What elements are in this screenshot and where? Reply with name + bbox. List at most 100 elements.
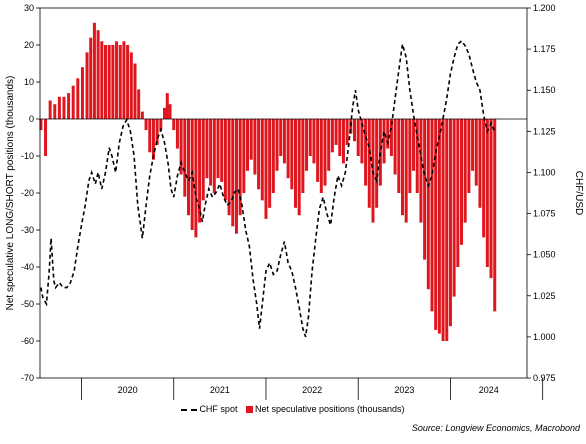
bar-net-position-24 (137, 89, 141, 119)
bar-net-position-111 (456, 119, 460, 267)
legend-swatch-red-bar (245, 406, 253, 414)
bar-net-position-27 (148, 119, 152, 153)
bar-net-position-72 (312, 119, 316, 164)
line-chf-spot (40, 39, 496, 338)
bar-net-position-34 (172, 119, 176, 131)
bar-net-position-4 (57, 96, 61, 119)
bar-net-position-46 (216, 119, 220, 179)
bar-net-position-53 (242, 119, 246, 193)
bar-net-position-120 (489, 119, 493, 279)
bar-net-position-5 (62, 96, 66, 119)
bar-net-position-47 (220, 119, 224, 182)
right-axis-tick-label-2: 1.150 (533, 85, 556, 95)
left-axis-tick-label-4: -10 (21, 151, 34, 161)
bar-net-position-21 (126, 45, 130, 119)
left-axis-tick-label-0: 30 (24, 3, 34, 13)
right-axis-tick-label-8: 1.000 (533, 332, 556, 342)
bar-net-position-58 (260, 119, 264, 201)
left-axis-tick-label-8: -50 (21, 299, 34, 309)
bar-net-position-101 (419, 119, 423, 223)
bar-net-position-80 (341, 119, 345, 164)
legend-item-chf-spot: CHF spot (181, 404, 237, 414)
legend-swatch-dashed-line (181, 408, 198, 411)
source-note: Source: Longview Economics, Macrobond (411, 423, 580, 433)
bar-net-position-37 (183, 119, 187, 197)
bar-net-position-14 (100, 41, 104, 119)
bar-net-position-90 (378, 119, 382, 186)
bar-net-position-17 (111, 45, 115, 119)
bar-net-position-44 (209, 119, 213, 186)
legend-label-net-positions: Net speculative positions (thousands) (254, 404, 405, 414)
right-axis-title: CHF/USD (573, 171, 584, 215)
bar-net-position-68 (297, 119, 301, 216)
bar-net-position-33 (168, 104, 172, 119)
bar-net-position-59 (264, 119, 268, 219)
bar-net-position-50 (231, 119, 235, 227)
left-axis-tick-label-9: -60 (21, 336, 34, 346)
bar-net-position-115 (471, 119, 475, 171)
legend-item-net-positions: Net speculative positions (thousands) (245, 404, 405, 414)
bar-net-position-51 (234, 119, 238, 234)
bar-net-position-61 (271, 119, 275, 193)
bar-net-position-118 (482, 119, 486, 238)
bar-net-position-89 (375, 119, 379, 208)
bar-net-position-77 (330, 119, 334, 153)
bar-net-position-56 (253, 119, 257, 175)
bar-net-position-83 (353, 119, 357, 142)
bar-net-position-2 (48, 100, 52, 119)
bar-net-position-100 (415, 119, 419, 193)
right-axis-tick-label-3: 1.125 (533, 126, 556, 136)
bar-net-position-81 (345, 119, 349, 145)
bar-net-position-29 (155, 119, 159, 145)
bar-net-position-9 (80, 67, 84, 119)
bar-net-position-71 (308, 119, 312, 156)
bar-net-position-64 (282, 119, 286, 164)
bar-net-position-103 (426, 119, 430, 290)
bar-net-position-35 (175, 119, 179, 149)
bar-net-position-6 (67, 93, 71, 119)
legend-label-chf-spot: CHF spot (199, 404, 238, 414)
bar-net-position-114 (467, 119, 471, 193)
bar-net-position-94 (393, 119, 397, 175)
left-axis-tick-label-5: -20 (21, 188, 34, 198)
bar-net-position-8 (76, 78, 80, 119)
bar-net-position-88 (371, 119, 375, 223)
bar-net-position-117 (478, 119, 482, 208)
right-axis-tick-label-4: 1.100 (533, 167, 556, 177)
bar-net-position-45 (212, 119, 216, 193)
bar-net-position-26 (144, 119, 148, 131)
left-axis-title: Net speculative LONG/SHORT positions (th… (5, 76, 16, 311)
bar-net-position-23 (133, 63, 137, 119)
bar-net-position-67 (293, 119, 297, 208)
bar-net-position-109 (448, 119, 452, 327)
bar-net-position-15 (103, 45, 107, 119)
bar-net-position-105 (434, 119, 438, 330)
bar-net-position-66 (290, 119, 294, 190)
bar-net-position-112 (460, 119, 464, 245)
bar-net-position-110 (452, 119, 456, 297)
bar-net-position-54 (246, 119, 250, 171)
right-axis-tick-label-7: 1.025 (533, 291, 556, 301)
bar-net-position-10 (85, 52, 89, 119)
bar-net-position-78 (334, 119, 338, 145)
right-axis-tick-label-1: 1.175 (533, 44, 556, 54)
bar-net-position-31 (163, 107, 167, 119)
bar-net-position-22 (129, 52, 133, 119)
bar-net-position-108 (445, 119, 449, 341)
bar-net-position-85 (360, 119, 364, 164)
bar-net-position-1 (44, 119, 48, 156)
bar-net-position-79 (338, 119, 342, 156)
bar-net-position-62 (275, 119, 279, 171)
bar-net-position-104 (430, 119, 434, 312)
bar-net-position-96 (400, 119, 404, 216)
x-axis-tick-label-1: 2021 (210, 385, 230, 395)
left-axis-tick-label-10: -70 (21, 373, 34, 383)
bar-net-position-97 (404, 119, 408, 223)
left-axis-tick-label-7: -40 (21, 262, 34, 272)
bar-net-position-12 (92, 22, 96, 119)
bar-net-position-102 (423, 119, 427, 260)
bar-net-position-38 (187, 119, 190, 216)
bar-net-position-40 (194, 119, 198, 238)
right-axis-tick-label-5: 1.075 (533, 209, 556, 219)
bar-net-position-19 (118, 45, 122, 119)
